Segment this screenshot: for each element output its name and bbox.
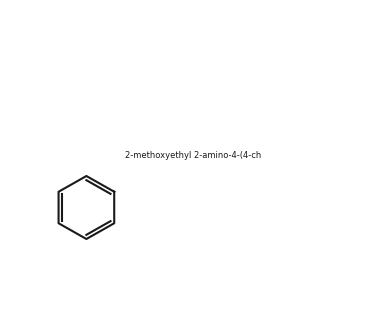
- Text: 2-methoxyethyl 2-amino-4-(4-ch: 2-methoxyethyl 2-amino-4-(4-ch: [125, 150, 262, 160]
